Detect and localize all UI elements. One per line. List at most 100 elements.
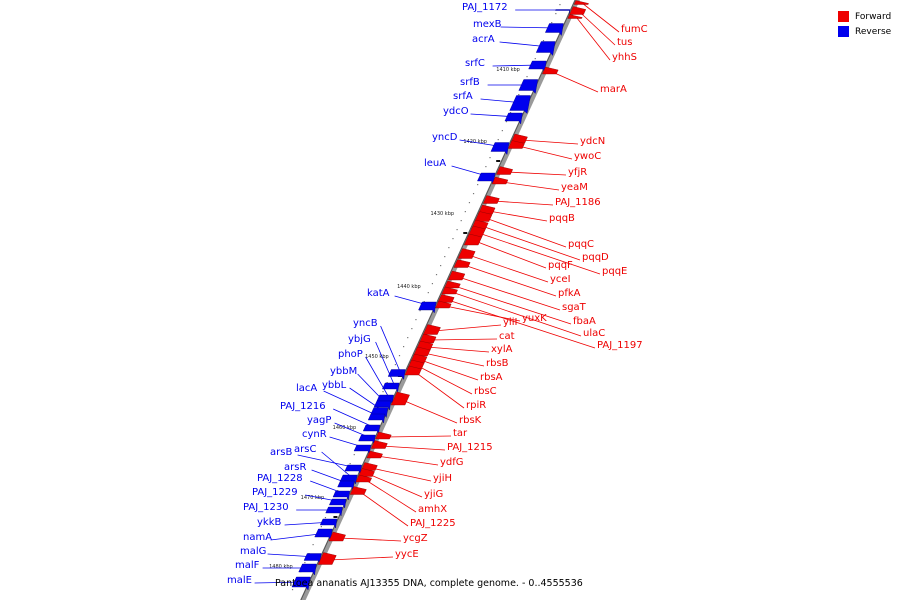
gene-rbsk <box>390 391 410 406</box>
scale-minor-dot <box>444 256 446 258</box>
leader-pqqd <box>481 225 581 261</box>
gene-ydfg <box>366 450 383 459</box>
gene-male <box>291 576 311 591</box>
scale-minor-dot <box>534 58 536 60</box>
gene-label-ybbl: ybbL <box>322 380 347 391</box>
leader-yyce <box>329 556 394 561</box>
scale-minor-dot <box>477 184 479 186</box>
gene-label-ycei: yceI <box>550 274 571 285</box>
gene-yncd <box>490 142 510 156</box>
leader-pqqc <box>485 217 567 248</box>
gene-label-paj-1186: PAJ_1186 <box>555 197 601 208</box>
gene-label-tar: tar <box>453 428 468 439</box>
leader-fbaa <box>454 285 572 325</box>
reverse-label: Reverse <box>855 26 892 37</box>
forward-swatch <box>838 11 849 22</box>
gene-label-rbsk: rbsK <box>459 415 482 426</box>
scale-minor-dot <box>435 274 438 276</box>
gene-sgat <box>447 270 466 281</box>
leader-phop <box>365 356 390 399</box>
gene-label-rpir: rpiR <box>466 400 486 411</box>
leader-yhhs <box>576 17 611 61</box>
gene-cat <box>419 333 437 344</box>
leader-rbsa <box>420 359 479 381</box>
scale-minor-dot <box>312 544 314 546</box>
gene-malg <box>303 553 322 565</box>
gene-label-pqqb: pqqB <box>549 213 575 224</box>
gene-label-paj-1215: PAJ_1215 <box>447 442 493 453</box>
scale-minor-dot <box>337 490 339 492</box>
scale-tick-mark <box>496 160 501 162</box>
gene-srfb <box>518 79 539 94</box>
gene-label-leua: leuA <box>424 158 446 169</box>
leader-arsc <box>321 451 353 479</box>
gene-yyce <box>317 552 337 565</box>
legend-forward: Forward <box>838 9 891 24</box>
leader-mara <box>552 71 599 93</box>
scale-minor-dot <box>411 328 413 330</box>
leader-yncb <box>380 325 402 374</box>
gene-label-nama: namA <box>243 532 272 543</box>
scale-tick-mark <box>463 232 468 234</box>
gene-yjih <box>360 462 378 471</box>
gene-srfc <box>528 60 547 73</box>
gene-label-arsc: arsC <box>294 444 316 455</box>
scale-minor-dot <box>497 139 499 141</box>
scale-minor-dot <box>403 346 405 348</box>
gene-mara <box>541 66 559 75</box>
gene-label-fumc: fumC <box>621 24 648 35</box>
gene-amhx <box>355 474 372 483</box>
leader-pqqe <box>478 232 601 275</box>
gene-label-ywoc: ywoC <box>574 151 601 162</box>
scale-minor-dot <box>509 112 512 114</box>
gene-label-yfjr: yfjR <box>568 167 587 178</box>
leader-ulac <box>451 291 582 337</box>
gene-label-malf: malF <box>235 560 260 571</box>
gene-acra <box>535 41 556 56</box>
scale-minor-dot <box>431 283 434 285</box>
leader-yjig <box>368 473 423 498</box>
gene-malf <box>298 563 317 576</box>
gene-yhhs <box>567 14 583 19</box>
gene-label-paj-1225: PAJ_1225 <box>410 518 456 529</box>
gene-label-sgat: sgaT <box>562 302 587 313</box>
gene-label-rbsa: rbsA <box>480 372 503 383</box>
scale-minor-dot <box>353 454 355 456</box>
scale-minor-dot <box>472 193 475 195</box>
scale-minor-dot <box>501 130 503 132</box>
gene-label-ybjg: ybjG <box>348 334 371 345</box>
gene-pqqc <box>474 211 493 222</box>
scale-minor-dot <box>291 589 294 591</box>
scale-minor-dot <box>485 166 487 168</box>
legend: Forward Reverse <box>838 9 891 39</box>
scale-minor-dot <box>440 265 442 267</box>
leader-yfjr <box>506 171 567 176</box>
scale-minor-dot <box>452 238 454 240</box>
scale-tick-label: 1420 kbp <box>463 139 487 145</box>
gene-paj-1172 <box>555 9 571 14</box>
gene-label-ykkb: ykkB <box>257 517 282 528</box>
gene-label-male: malE <box>227 575 252 586</box>
scale-tick-label: 1480 kbp <box>269 564 293 570</box>
scale-minor-dot <box>394 364 396 366</box>
gene-ykkb <box>319 518 338 529</box>
gene-yuxk <box>435 300 452 309</box>
scale-minor-dot <box>464 211 466 213</box>
leader-tar <box>385 435 452 438</box>
scale-minor-dot <box>320 526 322 528</box>
gene-ylii <box>422 324 441 335</box>
gene-label-yuxk: yuxK <box>522 313 547 324</box>
gene-label-rbsc: rbsC <box>474 386 497 397</box>
gene-label-kata: katA <box>367 288 390 299</box>
gene-ycei <box>457 248 476 259</box>
leader-cat <box>429 338 498 341</box>
scale-tick-label: 1470 kbp <box>301 495 325 501</box>
scale-minor-dot <box>324 517 327 519</box>
leader-yjih <box>371 467 432 482</box>
gene-label-paj-1197: PAJ_1197 <box>597 340 643 351</box>
gene-label-srfa: srfA <box>453 91 473 102</box>
leader-ycei <box>468 254 549 283</box>
gene-tus <box>569 6 587 15</box>
leader-ydfg <box>376 455 439 466</box>
